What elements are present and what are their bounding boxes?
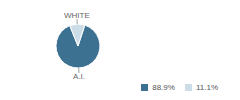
svg-text:A.I.: A.I. [73,72,85,81]
html-text:11.1%: 11.1% [195,83,218,92]
svg-text:WHITE: WHITE [64,11,90,20]
html-text:88.9%: 88.9% [152,83,175,92]
